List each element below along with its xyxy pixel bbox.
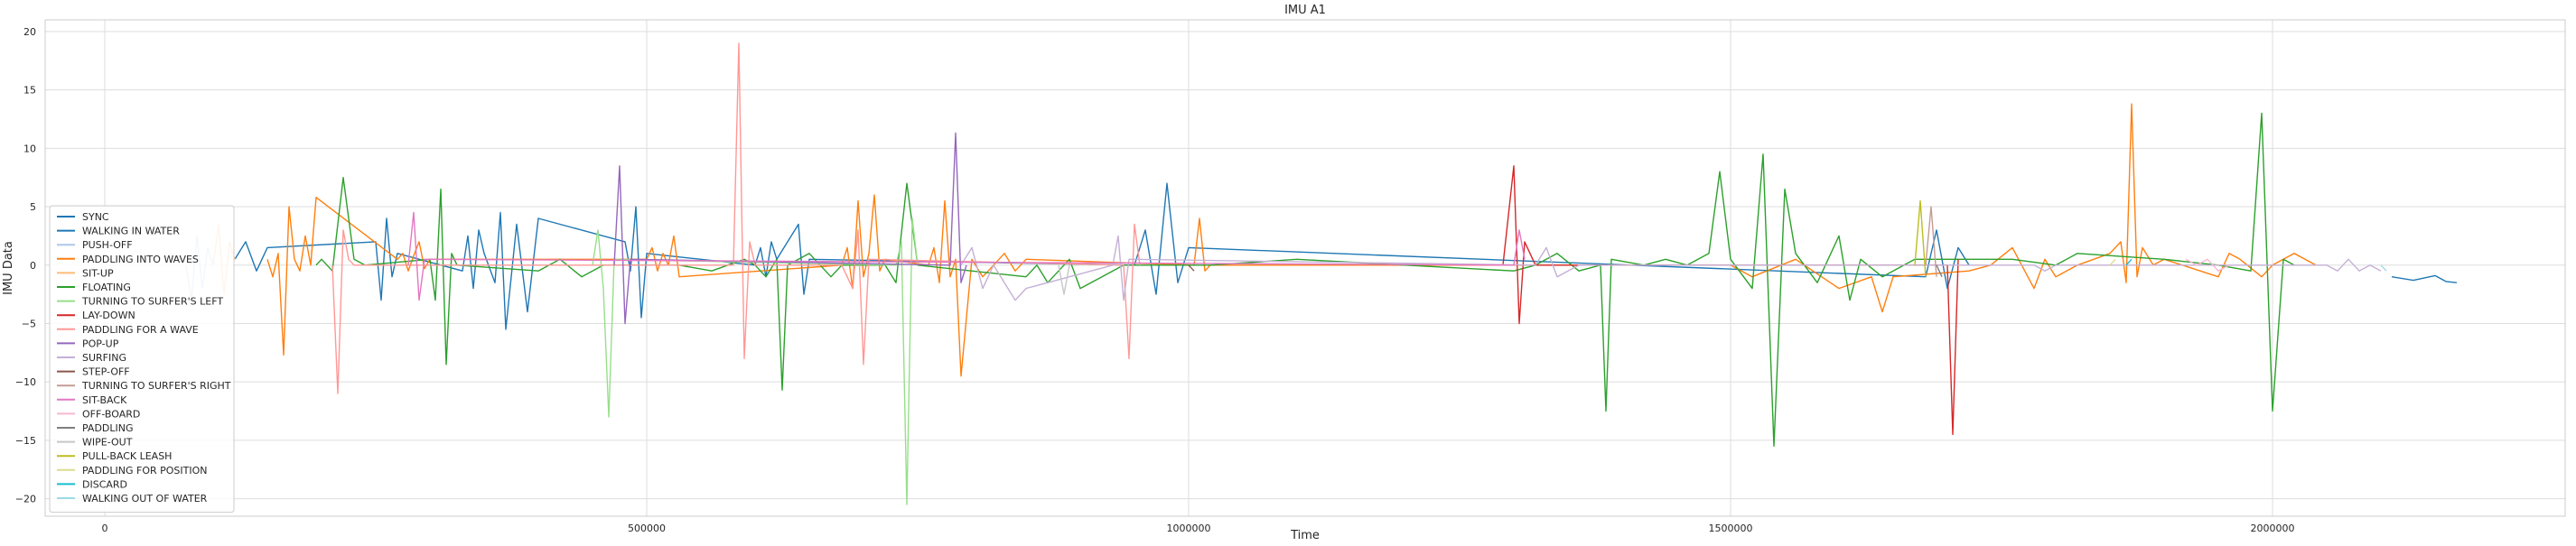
y-tick-label: −20 [15, 494, 36, 505]
legend: SYNC WALKING IN WATER PUSH-OFF PADDLING INT… [50, 206, 234, 513]
y-tick-label: 15 [23, 85, 36, 97]
legend-label: FLOATING [82, 282, 131, 293]
y-tick-label: −15 [15, 435, 36, 447]
legend-label: PADDLING FOR A WAVE [82, 324, 199, 336]
y-tick-label: −5 [22, 318, 36, 329]
x-tick-label: 0 [102, 523, 108, 534]
legend-label: OFF-BOARD [82, 408, 140, 420]
legend-label: SYNC [82, 211, 109, 223]
chart-title: IMU A1 [1284, 4, 1326, 17]
legend-label: PULL-BACK LEASH [82, 450, 172, 462]
legend-label: SIT-UP [82, 267, 114, 279]
legend-label: DISCARD [82, 478, 127, 490]
legend-label: PUSH-OFF [82, 239, 133, 251]
legend-label: TURNING TO SURFER'S RIGHT [81, 380, 231, 392]
y-tick-label: 10 [23, 143, 36, 154]
legend-label: SURFING [82, 352, 126, 364]
legend-label: WIPE-OUT [82, 437, 133, 449]
x-tick-label: 1000000 [1167, 523, 1211, 534]
x-tick-label: 500000 [628, 523, 666, 534]
legend-label: WALKING OUT OF WATER [82, 493, 208, 504]
legend-label: SIT-BACK [82, 394, 127, 406]
legend-label: TURNING TO SURFER'S LEFT [81, 296, 223, 308]
x-tick-label: 1500000 [1709, 523, 1753, 534]
legend-label: WALKING IN WATER [82, 226, 180, 237]
x-axis-label: Time [1290, 529, 1320, 542]
legend-label: PADDLING INTO WAVES [82, 254, 199, 265]
legend-label: LAY-DOWN [82, 310, 135, 321]
legend-label: POP-UP [82, 338, 119, 349]
legend-label: PADDLING [82, 422, 134, 434]
y-tick-label: 0 [30, 260, 36, 272]
legend-label: PADDLING FOR POSITION [82, 465, 208, 477]
y-tick-label: −10 [15, 376, 36, 388]
y-tick-label: 5 [30, 201, 36, 213]
y-axis-label: IMU Data [2, 241, 15, 295]
legend-label: STEP-OFF [82, 366, 130, 378]
x-tick-label: 2000000 [2251, 523, 2295, 534]
y-tick-label: 20 [23, 26, 36, 38]
